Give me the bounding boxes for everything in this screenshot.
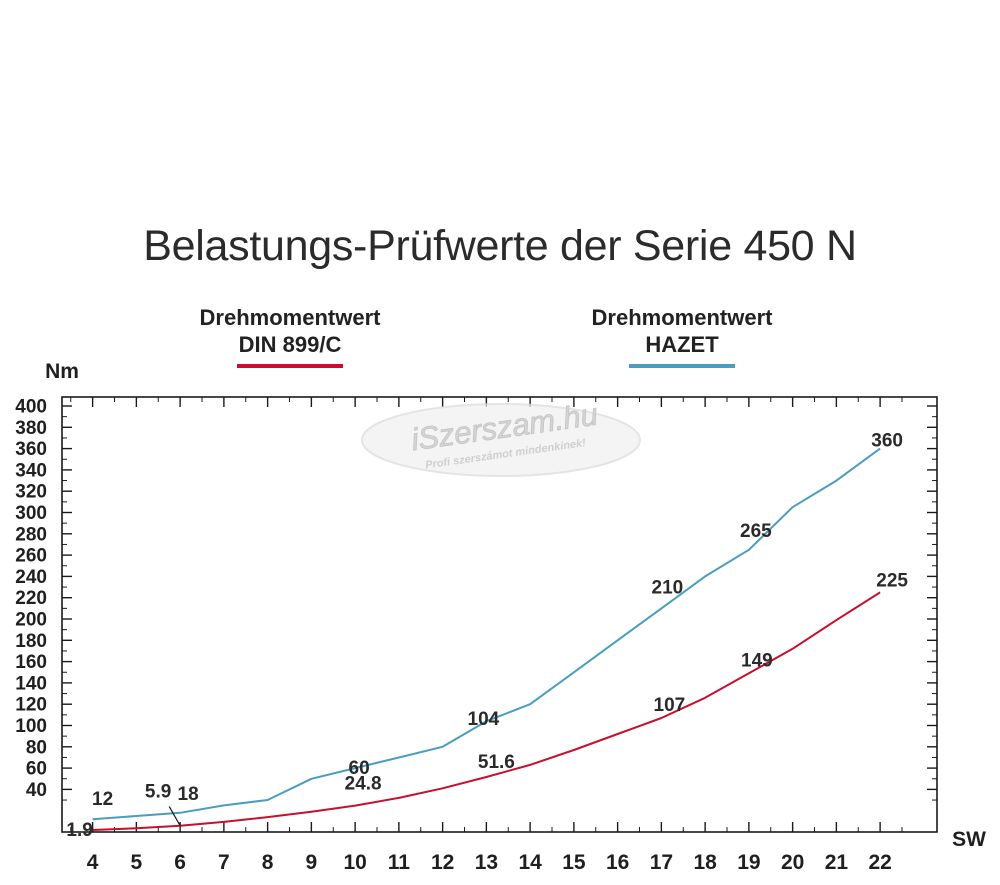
- y-tick-label: 360: [15, 439, 47, 460]
- data-label: 225: [876, 570, 908, 591]
- y-tick-label: 260: [15, 546, 47, 567]
- legend-hazet-swatch: [629, 364, 735, 368]
- data-label: 149: [741, 650, 773, 671]
- x-tick-label: 6: [174, 851, 186, 874]
- x-tick-label: 13: [475, 851, 498, 874]
- y-axis-label: Nm: [45, 360, 79, 383]
- annotation-leader: [168, 806, 181, 827]
- legend-hazet-label-2: HAZET: [645, 332, 719, 357]
- y-tick-label: 60: [26, 759, 47, 780]
- series-line-hazet: [92, 447, 881, 821]
- y-tick-label: 120: [15, 695, 47, 716]
- legend-din-swatch: [237, 364, 343, 368]
- data-label: 265: [740, 521, 772, 542]
- data-label: 1.9: [66, 820, 92, 841]
- data-label: 18: [178, 784, 199, 805]
- x-tick-label: 11: [388, 851, 411, 874]
- y-tick-label: 220: [15, 588, 47, 609]
- y-tick-label: 140: [15, 673, 47, 694]
- watermark-logo: iSzerszam.hu Profi szerszámot mindenkine…: [361, 400, 641, 477]
- x-tick-label: 4: [87, 851, 99, 874]
- x-tick-label: 19: [737, 851, 760, 874]
- data-label: 104: [468, 709, 500, 730]
- data-label: 60: [349, 758, 370, 779]
- y-tick-label: 80: [26, 737, 47, 758]
- y-tick-label: 40: [26, 780, 47, 801]
- series-line-din: [92, 591, 881, 831]
- data-label: 51.6: [478, 752, 515, 773]
- legend-din: Drehmomentwert DIN 899/C: [160, 304, 420, 368]
- y-tick-label: 380: [15, 418, 47, 439]
- y-tick-label: 400: [15, 397, 47, 418]
- x-tick-label: 12: [431, 851, 454, 874]
- data-label: 24.8: [345, 774, 382, 795]
- y-tick-label: 320: [15, 482, 47, 503]
- y-tick-label: 340: [15, 460, 47, 481]
- chart-title: Belastungs-Prüfwerte der Serie 450 N: [143, 222, 857, 270]
- y-tick-label: 240: [15, 567, 47, 588]
- y-tick-label: 280: [15, 524, 47, 545]
- y-tick-label: 160: [15, 652, 47, 673]
- data-label: 210: [652, 577, 684, 598]
- y-tick-label: 200: [15, 610, 47, 631]
- data-label: 5.9: [145, 782, 171, 803]
- legend-din-label-1: Drehmomentwert: [199, 305, 381, 330]
- x-tick-label: 5: [131, 851, 143, 874]
- y-tick-label: 180: [15, 631, 47, 652]
- plot-frame: [61, 396, 938, 833]
- x-tick-label: 8: [262, 851, 274, 874]
- data-label: 360: [871, 431, 903, 452]
- x-tick-label: 9: [306, 851, 318, 874]
- y-tick-label: 100: [15, 716, 47, 737]
- x-tick-label: 15: [562, 851, 586, 874]
- data-label: 107: [654, 695, 686, 716]
- x-axis-label: SW: [952, 828, 986, 851]
- x-tick-label: 16: [606, 851, 629, 874]
- x-tick-label: 7: [218, 851, 230, 874]
- legend-hazet: Drehmomentwert HAZET: [552, 304, 812, 368]
- legend-hazet-label-1: Drehmomentwert: [591, 305, 773, 330]
- x-tick-label: 22: [868, 851, 891, 874]
- x-tick-label: 10: [343, 851, 366, 874]
- y-tick-label: 300: [15, 503, 47, 524]
- x-tick-label: 17: [650, 851, 673, 874]
- x-tick-label: 20: [781, 851, 804, 874]
- x-tick-label: 14: [518, 851, 542, 874]
- x-tick-label: 18: [693, 851, 717, 874]
- data-label: 12: [92, 789, 113, 810]
- x-tick-label: 21: [825, 851, 849, 874]
- legend-din-label-2: DIN 899/C: [238, 332, 342, 357]
